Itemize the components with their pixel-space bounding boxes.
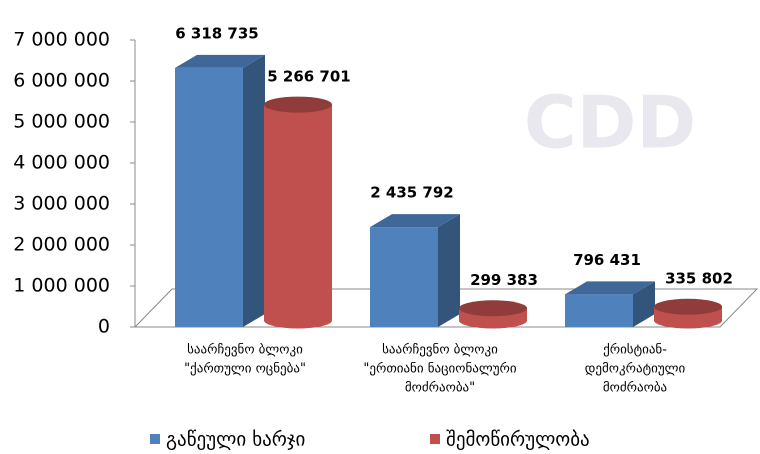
value-label: 299 383 xyxy=(470,271,538,289)
value-label: 796 431 xyxy=(573,251,641,269)
bar xyxy=(370,214,460,327)
y-tick-label: 5 000 000 xyxy=(13,111,110,133)
value-label: 6 318 735 xyxy=(175,24,259,42)
bar xyxy=(459,300,527,329)
y-tick-label: 6 000 000 xyxy=(13,70,110,92)
legend-label: შემოწირულობა xyxy=(446,429,590,451)
x-tick-label: "ქართული ოცნება" xyxy=(184,362,306,377)
value-label: 2 435 792 xyxy=(370,184,454,202)
bar-side xyxy=(243,54,265,328)
bar-body xyxy=(264,104,332,329)
legend-swatch xyxy=(430,434,440,444)
x-tick-label: საარჩევნო ბლოკი xyxy=(187,343,303,358)
legend-swatch xyxy=(150,434,160,444)
bar-front xyxy=(370,227,438,327)
x-tick-label: მოძრაობა" xyxy=(405,381,475,396)
y-tick-label: 3 000 000 xyxy=(13,193,110,215)
x-tick-label: დემოკრატიული xyxy=(585,362,686,377)
bar xyxy=(175,54,265,328)
y-tick-label: 0 xyxy=(98,316,110,338)
bar-top xyxy=(370,214,460,228)
x-tick-label: "ერთიანი ნაციონალური xyxy=(363,362,516,377)
value-label: 335 802 xyxy=(665,270,733,288)
y-tick-label: 7 000 000 xyxy=(13,29,110,51)
bar xyxy=(264,96,332,329)
bar-front xyxy=(565,294,633,327)
floor xyxy=(133,288,759,328)
x-tick-label: საარჩევნო ბლოკი xyxy=(382,343,498,358)
bar-side xyxy=(633,281,655,327)
bar xyxy=(654,298,722,329)
legend-label: გაწეული ხარჯი xyxy=(166,429,305,451)
bar-top xyxy=(654,298,722,315)
x-tick-label: მოძრაობა xyxy=(603,381,667,396)
x-tick-label: ქრისტიან- xyxy=(603,343,667,358)
bar-top xyxy=(264,96,332,113)
bar-front xyxy=(175,67,243,328)
bar-side xyxy=(438,214,460,327)
bar-top xyxy=(175,54,265,68)
value-label: 5 266 701 xyxy=(267,68,351,86)
watermark: CDD xyxy=(524,81,696,165)
y-tick-label: 1 000 000 xyxy=(13,275,110,297)
bar xyxy=(565,281,655,327)
bar-top xyxy=(565,281,655,295)
y-tick-label: 2 000 000 xyxy=(13,234,110,256)
y-tick-label: 4 000 000 xyxy=(13,152,110,174)
bar-top xyxy=(459,300,527,317)
